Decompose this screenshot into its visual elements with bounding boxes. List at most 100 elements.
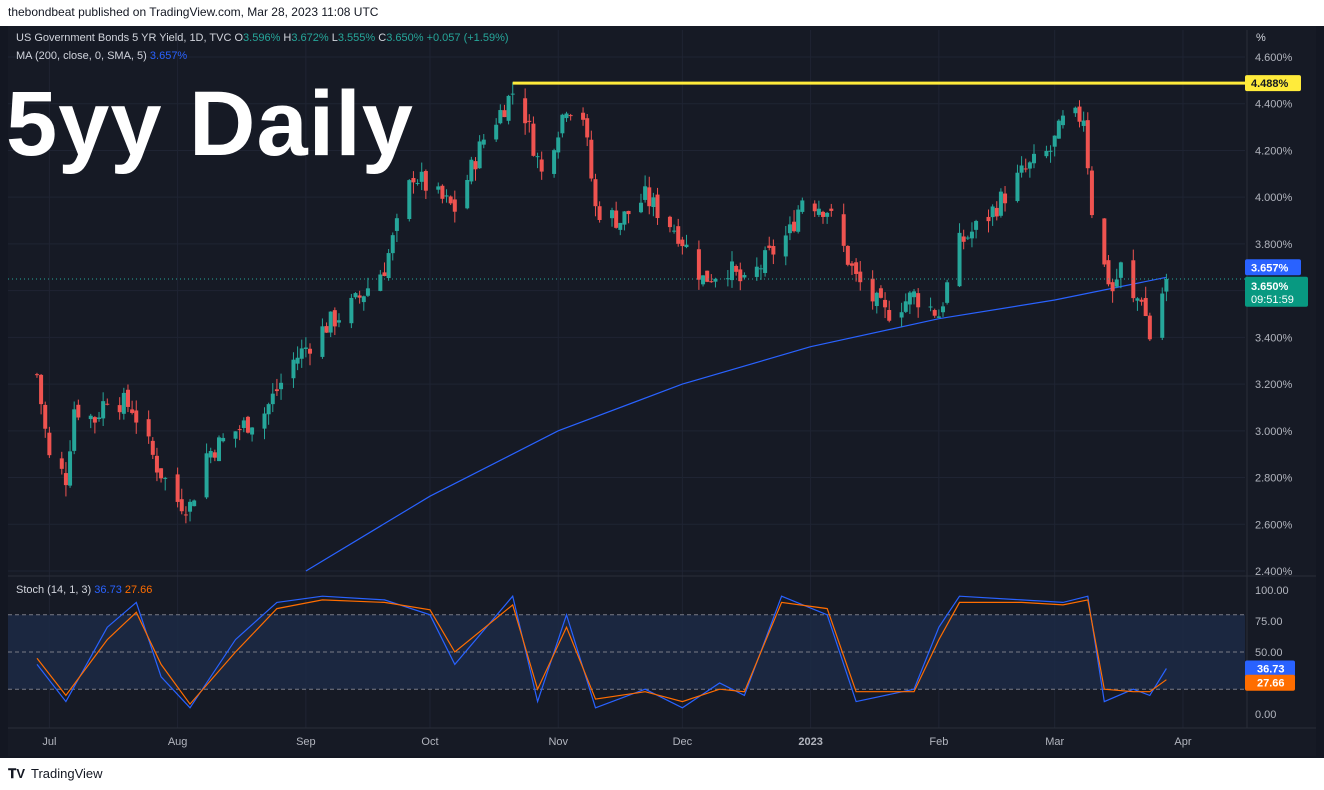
candle-body: [754, 266, 759, 277]
candle-body: [221, 437, 226, 442]
candle-body: [469, 159, 474, 182]
candle-body: [758, 268, 763, 270]
candle-body: [212, 452, 217, 458]
candle-body: [440, 185, 445, 199]
candle-body: [585, 118, 590, 138]
candle-body: [274, 389, 279, 392]
candle-body: [680, 239, 685, 247]
candle-body: [812, 203, 817, 212]
candle-body: [506, 95, 511, 121]
overlay-title: 5yy Daily: [6, 73, 414, 175]
candle-body: [1164, 278, 1169, 292]
candle-body: [672, 230, 677, 232]
level-price-label-bg: [1245, 75, 1301, 92]
candle-body: [324, 326, 329, 333]
candle-body: [556, 137, 561, 153]
symbol-name: US Government Bonds 5 YR Yield, 1D, TVC: [16, 32, 232, 44]
stoch-d-value: 27.66: [124, 584, 153, 596]
candle-body: [88, 415, 93, 420]
candle-body: [990, 206, 995, 218]
candle-body: [878, 288, 883, 298]
candle-body: [250, 427, 255, 435]
candle-body: [593, 179, 598, 207]
symbol-legend[interactable]: US Government Bonds 5 YR Yield, 1D, TVC …: [16, 32, 509, 44]
candle-body: [473, 161, 478, 170]
candle-body: [552, 150, 557, 174]
candle-body: [481, 139, 486, 145]
footer: 𝐓V TradingView: [0, 758, 1324, 790]
publisher-text: thebondbeat published on TradingView.com…: [8, 5, 379, 19]
candle-body: [771, 246, 776, 255]
candle-body: [829, 208, 834, 211]
tradingview-logo-icon[interactable]: 𝐓V: [8, 766, 26, 781]
candle-body: [874, 292, 879, 307]
candle-body: [564, 113, 569, 119]
time-tick-label: Nov: [548, 736, 568, 748]
candle-body: [448, 196, 453, 204]
open-value: 3.596%: [243, 32, 281, 44]
time-tick-label: Oct: [421, 736, 438, 748]
candle-body: [1085, 120, 1090, 169]
candle-body: [1135, 298, 1140, 301]
level-price-label: 4.488%: [1251, 78, 1289, 90]
candle-body: [382, 272, 387, 276]
candle-body: [1147, 315, 1152, 340]
candle-body: [858, 271, 863, 283]
candle-body: [800, 200, 805, 212]
price-tick-label: 2.800%: [1255, 473, 1293, 485]
candle-body: [916, 293, 921, 308]
candle-body: [597, 206, 602, 220]
candle-body: [303, 347, 308, 349]
candle-body: [560, 114, 565, 134]
stoch-legend[interactable]: Stoch (14, 1, 3) 36.73 27.66: [16, 584, 152, 596]
candle-body: [614, 210, 619, 228]
close-price-label-bg: [1245, 276, 1308, 307]
candle-body: [527, 120, 532, 122]
close-value: 3.650%: [386, 32, 424, 44]
stoch-tick-label: 100.00: [1255, 585, 1289, 597]
candle-body: [1106, 260, 1111, 285]
candle-body: [510, 93, 515, 95]
stoch-k-line: [36, 594, 1167, 709]
candle-body: [969, 231, 974, 239]
candle-body: [912, 291, 917, 298]
footer-brand[interactable]: TradingView: [31, 766, 103, 781]
candle-body: [465, 179, 470, 209]
candle-body: [43, 404, 48, 429]
candle-body: [34, 374, 39, 376]
candle-body: [1052, 135, 1057, 147]
price-tick-label: 4.400%: [1255, 99, 1293, 111]
price-tick-label: 3.400%: [1255, 332, 1293, 344]
candle-body: [419, 171, 424, 182]
candle-body: [47, 432, 52, 456]
candle-body: [1019, 165, 1024, 173]
countdown-label: 09:51:59: [1251, 294, 1294, 306]
candle-body: [903, 301, 908, 312]
candle-body: [841, 214, 846, 246]
candle-body: [204, 453, 209, 498]
ma-label: MA (200, close, 0, SMA, 5): [16, 50, 147, 62]
candle-body: [1032, 153, 1037, 164]
candle-body: [651, 197, 656, 208]
candle-body: [444, 195, 449, 197]
price-tick-label: 4.200%: [1255, 145, 1293, 157]
candle-body: [241, 420, 246, 428]
candle-body: [965, 237, 970, 239]
candle-body: [291, 359, 296, 379]
candle-body: [494, 124, 499, 140]
candle-body: [415, 182, 420, 184]
candle-body: [154, 455, 159, 473]
candle-body: [130, 409, 135, 413]
candle-body: [816, 208, 821, 215]
candle-body: [705, 270, 710, 282]
candle-body: [825, 212, 830, 217]
time-tick-label: Sep: [296, 736, 316, 748]
candle-body: [796, 209, 801, 232]
candle-body: [308, 348, 313, 354]
candle-body: [696, 249, 701, 280]
ma-legend[interactable]: MA (200, close, 0, SMA, 5) 3.657%: [16, 50, 187, 62]
candle-body: [849, 263, 854, 266]
grid: [8, 30, 1316, 729]
